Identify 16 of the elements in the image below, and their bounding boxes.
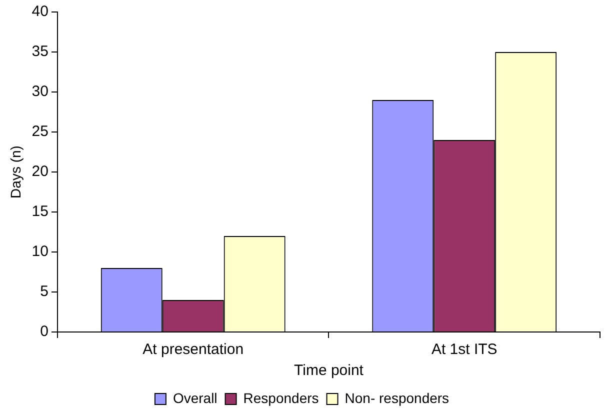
x-axis-title: Time point xyxy=(294,362,364,380)
y-tick-label: 5 xyxy=(40,283,48,300)
legend-label: Overall xyxy=(172,390,218,406)
y-tick-label: 35 xyxy=(32,43,48,60)
y-tick-label: 0 xyxy=(40,323,48,340)
y-tick-label: 30 xyxy=(32,83,48,100)
legend-label: Responders xyxy=(243,390,319,406)
y-tick-label: 25 xyxy=(32,123,48,140)
y-tick-label: 40 xyxy=(32,3,48,20)
legend-label: Non- responders xyxy=(344,390,450,406)
y-tick-label: 10 xyxy=(32,243,48,260)
x-tick-label: At 1st ITS xyxy=(431,341,498,358)
y-tick-label: 20 xyxy=(32,163,48,180)
y-axis-title: Days (n) xyxy=(7,146,24,198)
y-tick-label: 15 xyxy=(32,203,48,220)
x-tick-label: At presentation xyxy=(142,341,244,358)
